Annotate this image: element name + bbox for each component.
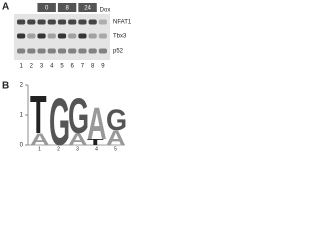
lane-number: 4 <box>50 64 54 70</box>
band <box>68 19 77 25</box>
side-label: Dox <box>100 8 111 14</box>
logo-letter: T <box>87 138 105 147</box>
lane-number: 1 <box>19 64 23 70</box>
band <box>47 48 56 54</box>
band <box>17 33 26 39</box>
logo-letter: G <box>68 88 89 144</box>
band <box>27 48 36 54</box>
band <box>57 33 67 39</box>
position-label: 2 <box>57 146 60 152</box>
band <box>88 48 97 54</box>
band <box>88 19 97 25</box>
band <box>47 33 56 39</box>
band-label: Tbx3 <box>113 34 127 40</box>
y-tick-label: 0 <box>20 143 24 149</box>
band <box>88 33 97 39</box>
header-label: 24 <box>84 6 91 12</box>
lane-number: 5 <box>60 64 64 70</box>
logo-letter: A <box>87 98 107 149</box>
band <box>17 19 26 25</box>
band-label: p52 <box>113 49 124 55</box>
band <box>27 33 36 39</box>
logo-letter: T <box>30 85 47 146</box>
lane-number: 8 <box>91 64 95 70</box>
band <box>17 48 26 54</box>
header-box <box>37 3 56 12</box>
header-label: 0 <box>45 6 49 12</box>
band <box>27 19 36 25</box>
logo-letter: A <box>106 127 126 150</box>
band <box>57 48 67 54</box>
panel-label: B <box>2 81 9 92</box>
band <box>78 19 87 25</box>
lane-number: 9 <box>101 64 105 70</box>
band <box>98 48 107 54</box>
band <box>98 19 107 25</box>
y-tick-label: 2 <box>20 83 24 89</box>
logo-letter: A <box>68 130 88 149</box>
band <box>57 19 67 25</box>
band <box>37 19 46 25</box>
lane-number: 6 <box>71 64 75 70</box>
header-label: 8 <box>65 6 69 12</box>
panel-label: A <box>2 2 9 13</box>
position-label: 3 <box>76 146 79 152</box>
band <box>78 33 87 39</box>
band <box>37 48 46 54</box>
y-tick-label: 1 <box>20 113 24 119</box>
band <box>68 48 77 54</box>
position-label: 5 <box>114 146 117 152</box>
header-box <box>57 3 77 12</box>
header-box <box>78 3 97 12</box>
band <box>47 19 56 25</box>
logo-letter: A <box>30 130 50 149</box>
position-label: 1 <box>38 146 41 152</box>
band <box>98 33 107 39</box>
band-label: NFAT1 <box>113 20 132 26</box>
position-label: 4 <box>95 146 98 152</box>
band <box>37 33 46 39</box>
logo-letter: G <box>49 85 70 152</box>
logo-letter: G <box>106 103 127 136</box>
lane-number: 7 <box>81 64 85 70</box>
lane-number: 3 <box>40 64 44 70</box>
band <box>78 48 87 54</box>
band <box>68 33 77 39</box>
lane-number: 2 <box>30 64 34 70</box>
